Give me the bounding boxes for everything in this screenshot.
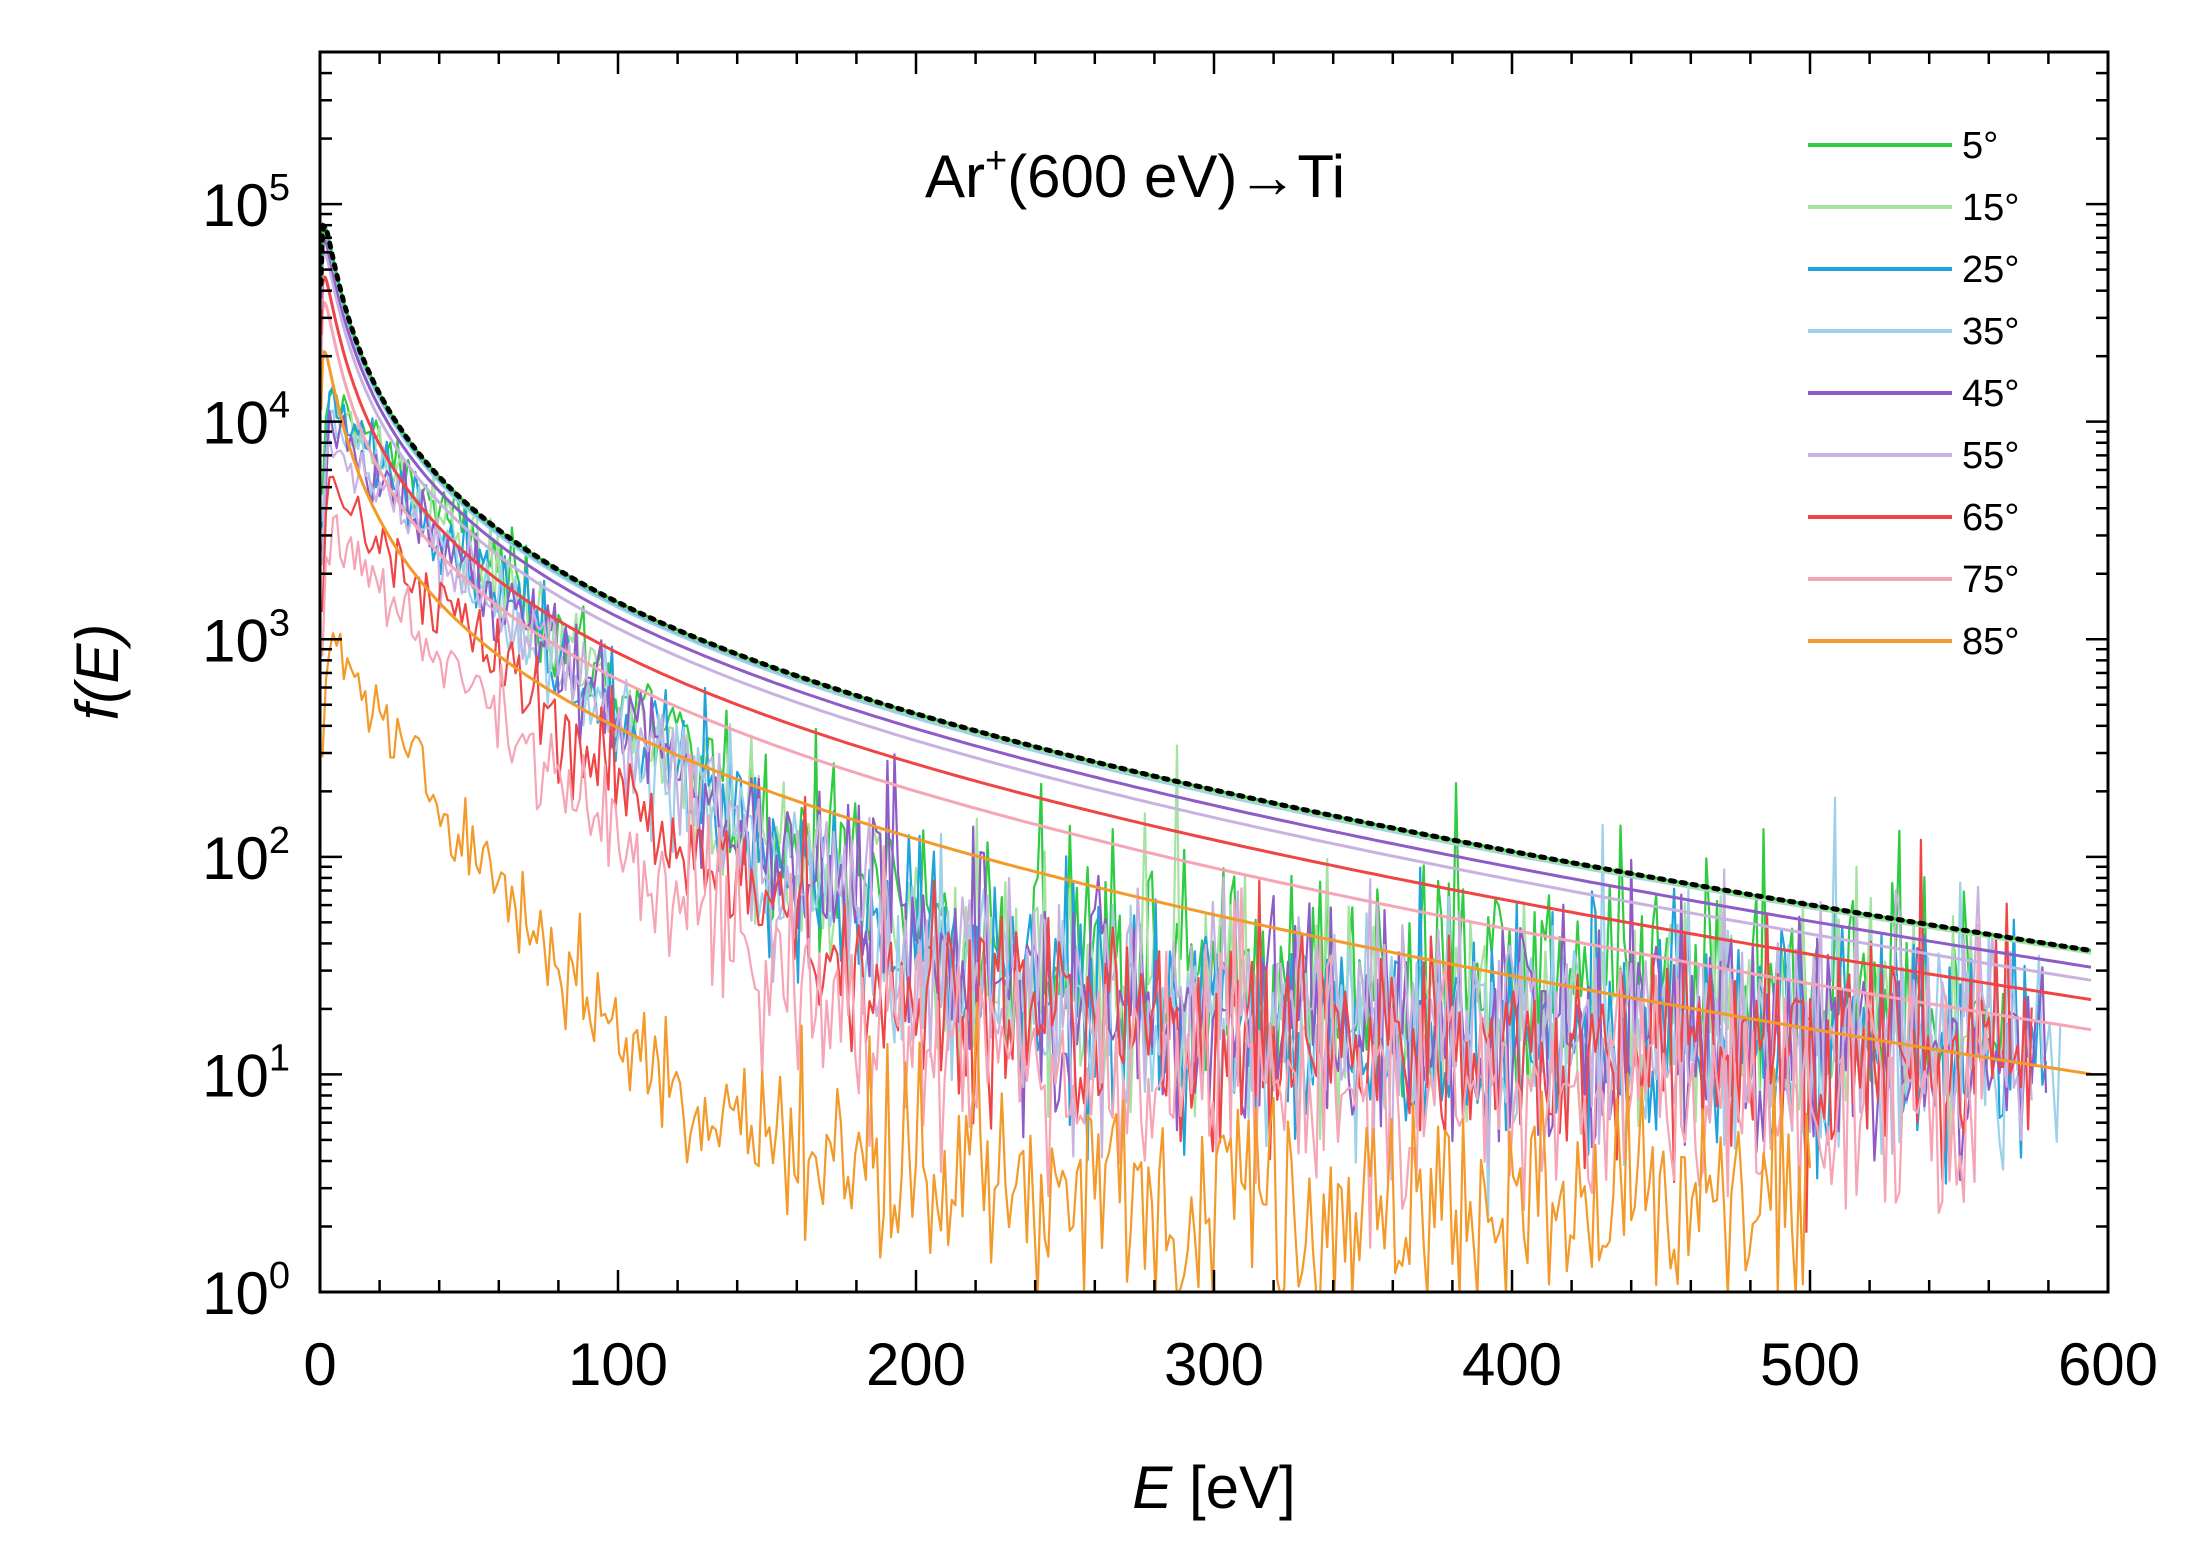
smooth-series-layer	[320, 222, 2094, 1076]
chart-title-superscript: +	[985, 140, 1007, 182]
legend-label: 25°	[1962, 249, 2019, 291]
chart-title-main: Ar	[925, 143, 985, 210]
y-tick-label: 103	[202, 602, 290, 674]
legend-label: 85°	[1962, 621, 2019, 663]
y-tick-label: 104	[202, 385, 290, 457]
legend-label: 5°	[1962, 125, 1998, 167]
x-tick-label: 500	[1760, 1331, 1860, 1398]
legend-label: 55°	[1962, 435, 2019, 477]
noisy-series-8	[321, 632, 1812, 1292]
legend-label: 65°	[1962, 497, 2019, 539]
y-tick-label: 105	[202, 167, 290, 239]
chart-title: Ar+(600 eV)→Ti	[925, 140, 1345, 210]
dotted-reference-curve	[320, 222, 2094, 953]
x-tick-label: 0	[303, 1331, 336, 1398]
x-axis-title-var: E	[1132, 1454, 1173, 1521]
x-tick-label: 200	[866, 1331, 966, 1398]
x-tick-label: 400	[1462, 1331, 1562, 1398]
y-axis-ticks: 100 101 102 103 104 105	[202, 50, 2108, 1327]
x-tick-label: 300	[1164, 1331, 1264, 1398]
noisy-series-5	[321, 438, 2033, 1181]
legend-label: 45°	[1962, 373, 2019, 415]
smooth-series-7	[320, 300, 2092, 1032]
smooth-series-5	[320, 249, 2092, 982]
noisy-series-layer	[321, 382, 2062, 1292]
x-axis-ticks: 0 100 200 300 400 500 600	[303, 52, 2158, 1398]
smooth-series-8	[320, 349, 2092, 1076]
y-axis-title: f(E)	[64, 624, 131, 721]
legend-label: 75°	[1962, 559, 2019, 601]
noisy-series-7	[321, 514, 1990, 1249]
x-axis-title-unit: [eV]	[1172, 1454, 1295, 1521]
smooth-series-2	[320, 226, 2092, 952]
smooth-series-3	[320, 229, 2092, 955]
legend-label: 35°	[1962, 311, 2019, 353]
x-tick-label: 100	[568, 1331, 668, 1398]
legend: 5° 15° 25° 35° 45° 55° 65° 75° 85°	[1808, 125, 2019, 663]
y-tick-label: 100	[202, 1255, 290, 1327]
legend-label: 15°	[1962, 187, 2019, 229]
y-tick-label: 102	[202, 820, 290, 892]
x-axis-title: E [eV]	[1132, 1454, 1295, 1521]
chart-title-rest: (600 eV)→Ti	[1007, 143, 1345, 210]
smooth-series-6	[320, 274, 2092, 1002]
smooth-series-4	[320, 237, 2092, 969]
x-tick-label: 600	[2058, 1331, 2158, 1398]
noisy-series-4	[321, 409, 2048, 1182]
y-tick-label: 101	[202, 1037, 290, 1109]
